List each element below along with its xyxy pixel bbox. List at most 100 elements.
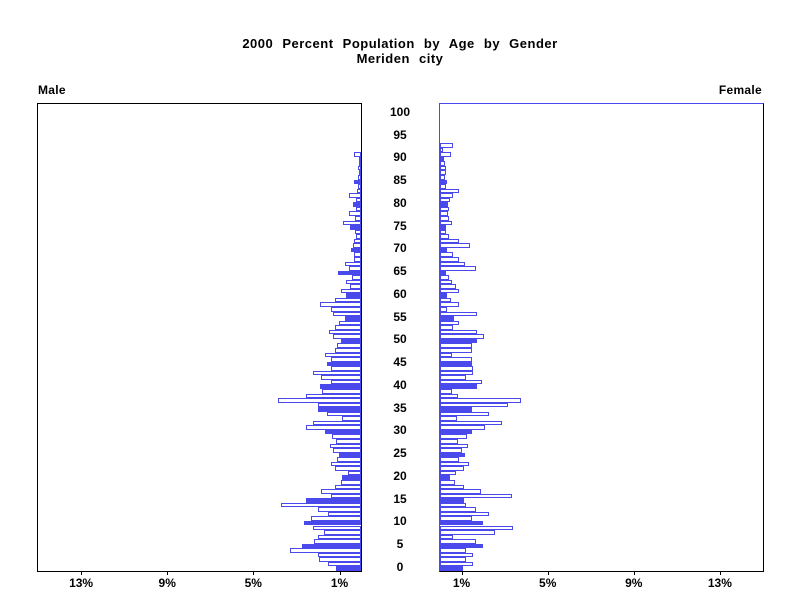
female-bar-age-1: [440, 561, 473, 567]
male-bar-age-51: [333, 334, 361, 339]
female-bar-age-57: [440, 307, 447, 312]
female-bar-age-37: [440, 398, 521, 403]
male-bar-age-74: [354, 229, 361, 235]
female-bar-age-47: [440, 352, 453, 358]
male-bar-age-18: [335, 484, 361, 490]
male-bar-age-25: [339, 452, 361, 458]
male-bar-age-79: [355, 206, 361, 212]
male-bar-age-14: [281, 502, 361, 508]
age-tick-label-20: 20: [393, 468, 407, 483]
female-bar-age-33: [440, 416, 457, 421]
chart-title-line2: Meriden city: [356, 51, 444, 66]
male-bar-age-86: [357, 175, 361, 180]
female-bar-age-44: [440, 366, 474, 371]
age-tick-label-40: 40: [393, 377, 407, 392]
female-bar-age-55: [440, 316, 454, 321]
male-bar-age-48: [335, 347, 361, 353]
percent-tick-label-13%: 13%: [707, 576, 732, 590]
male-bar-age-83: [356, 188, 361, 194]
female-bar-age-70: [440, 247, 447, 253]
female-bar-age-45: [440, 361, 473, 367]
percent-tick-label-5%: 5%: [539, 576, 557, 590]
female-bar-age-3: [440, 552, 473, 558]
female-bar-age-65: [440, 270, 447, 276]
male-bar-age-13: [317, 507, 361, 512]
age-tick-label-35: 35: [393, 400, 407, 415]
male-bar-age-82: [349, 193, 361, 198]
male-bar-age-23: [330, 461, 361, 467]
male-bar-age-31: [306, 425, 361, 430]
female-bar-age-86: [440, 175, 446, 180]
female-bar-age-15: [440, 498, 465, 503]
male-bar-age-81: [355, 197, 361, 203]
female-bar-age-7: [440, 534, 453, 540]
female-bar-age-60: [440, 293, 447, 298]
male-bar-age-58: [320, 302, 361, 307]
male-bar-age-21: [348, 470, 361, 476]
percent-tick: [547, 571, 549, 575]
male-bar-age-9: [312, 525, 361, 531]
chart-title-line1: 2000 Percent Population by Age by Gender: [242, 36, 558, 51]
male-bar-age-49: [337, 343, 361, 348]
female-bar-age-34: [440, 411, 489, 417]
female-bar-age-69: [440, 252, 453, 257]
percent-tick-label-13%: 13%: [69, 576, 94, 590]
female-bar-age-9: [440, 525, 513, 531]
male-bar-age-39: [322, 388, 361, 394]
male-bar-age-33: [342, 416, 361, 421]
female-bar-age-17: [440, 489, 481, 494]
male-bar-age-35: [317, 407, 361, 412]
female-bar-age-79: [440, 206, 449, 212]
female-bar-age-56: [440, 311, 477, 317]
female-bar-age-80: [440, 202, 448, 207]
female-bar-age-27: [440, 443, 468, 449]
female-bar-age-77: [440, 215, 449, 221]
percent-tick-label-5%: 5%: [244, 576, 262, 590]
male-bar-age-6: [313, 539, 361, 544]
age-tick-label-30: 30: [393, 423, 407, 438]
female-bar-age-83: [440, 188, 460, 194]
male-panel-label: Male: [38, 83, 66, 97]
male-bar-age-19: [340, 479, 361, 485]
female-bar-age-18: [440, 484, 464, 490]
male-bar-age-55: [344, 316, 361, 321]
female-bar-age-13: [440, 507, 477, 512]
female-bar-age-93: [440, 143, 453, 148]
female-bar-age-78: [440, 211, 448, 216]
female-bar-age-51: [440, 334, 484, 339]
male-bar-age-52: [328, 329, 361, 335]
age-tick-label-70: 70: [393, 241, 407, 256]
female-bar-age-30: [440, 429, 472, 435]
percent-tick: [719, 571, 721, 575]
male-bar-age-77: [354, 215, 361, 221]
male-bar-age-72: [354, 238, 361, 244]
male-bar-age-61: [340, 288, 361, 294]
male-bar-age-10: [303, 520, 361, 526]
female-bar-age-14: [440, 502, 467, 508]
male-bar-age-57: [330, 307, 361, 312]
percent-tick: [633, 571, 635, 575]
female-bar-age-26: [440, 448, 462, 453]
male-bars-panel: [37, 103, 362, 572]
percent-tick-label-9%: 9%: [158, 576, 176, 590]
female-bar-age-50: [440, 338, 477, 344]
male-bar-age-87: [358, 170, 361, 176]
female-bar-age-24: [440, 457, 460, 462]
female-bar-age-74: [440, 229, 446, 235]
male-bar-age-80: [353, 202, 361, 207]
female-bar-age-52: [440, 329, 477, 335]
male-bar-age-75: [350, 225, 361, 230]
male-bar-age-0: [336, 566, 361, 571]
male-bar-age-8: [324, 530, 361, 535]
female-bar-age-53: [440, 325, 453, 330]
female-bar-age-16: [440, 493, 512, 499]
female-panel-label: Female: [718, 83, 762, 97]
male-bar-age-15: [305, 498, 361, 503]
male-bar-age-28: [336, 439, 361, 444]
male-bar-age-24: [337, 457, 361, 462]
male-bar-age-20: [342, 475, 361, 480]
age-tick-label-55: 55: [393, 309, 407, 324]
female-bar-age-49: [440, 343, 473, 348]
male-bar-age-64: [352, 275, 361, 280]
percent-tick: [81, 571, 83, 575]
